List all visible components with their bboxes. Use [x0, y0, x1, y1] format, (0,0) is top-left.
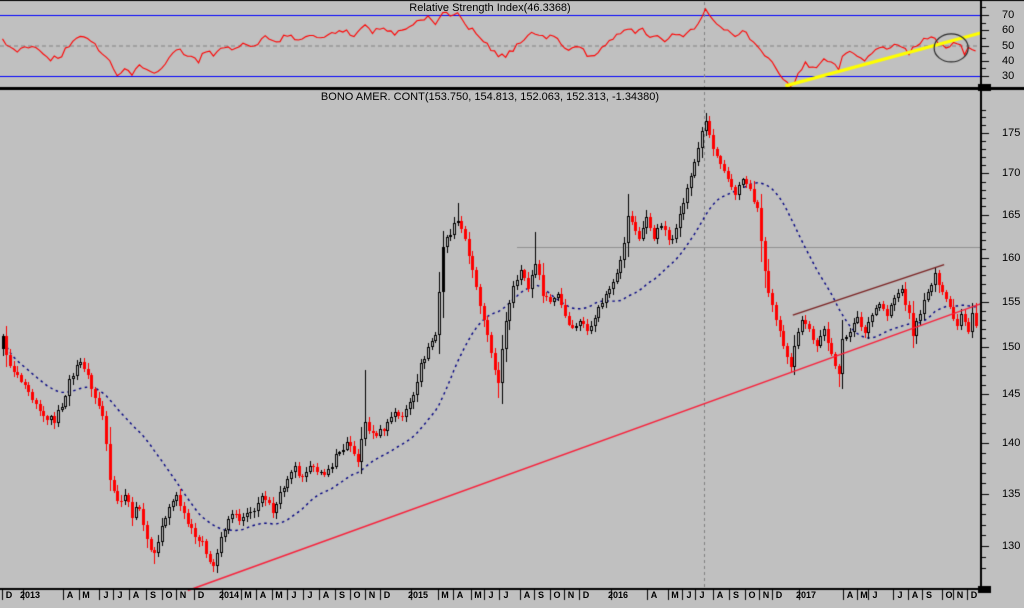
rsi-axis-label: 60 — [1002, 24, 1015, 37]
time-axis-label: J — [117, 590, 123, 600]
time-axis-label: S — [149, 590, 157, 600]
time-axis-label: A — [911, 590, 919, 600]
time-axis-label: D — [582, 590, 590, 600]
time-axis-label: N — [762, 590, 770, 600]
time-axis-label: O — [165, 590, 173, 600]
time-axis-label: D — [775, 590, 783, 600]
time-axis-label: S — [537, 590, 545, 600]
time-axis-label: J — [699, 590, 705, 600]
time-axis-label: 2013 — [19, 590, 41, 600]
price-axis-label: 155 — [1002, 295, 1021, 308]
price-axis-label: 140 — [1002, 437, 1021, 450]
rsi-axis-label: 50 — [1002, 39, 1015, 52]
time-axis-label: S — [925, 590, 933, 600]
time-axis-label: O — [353, 590, 361, 600]
time-axis-label: S — [732, 590, 740, 600]
price-axis-label: 150 — [1002, 341, 1021, 354]
time-axis-label: 2017 — [795, 590, 817, 600]
time-axis-label: A — [322, 590, 330, 600]
time-axis-label: O — [553, 590, 561, 600]
time-axis-label: S — [338, 590, 346, 600]
time-axis-label: J — [872, 590, 878, 600]
time-axis-label: N — [956, 590, 964, 600]
time-axis-label: A — [523, 590, 531, 600]
rsi-axis-label: 40 — [1002, 54, 1015, 67]
time-axis-label: A — [456, 590, 464, 600]
time-axis-label: J — [291, 590, 297, 600]
rsi-axis-label: 70 — [1002, 9, 1015, 21]
time-axis-label: J — [503, 590, 509, 600]
time-axis-label: J — [686, 590, 692, 600]
time-axis-label: M — [441, 590, 449, 600]
time-axis-label: M — [671, 590, 679, 600]
time-axis-label: N — [368, 590, 376, 600]
time-axis-label: N — [567, 590, 575, 600]
time-axis-label: A — [846, 590, 854, 600]
time-axis-label: M — [474, 590, 482, 600]
time-axis-label: A — [650, 590, 658, 600]
price-axis-label: 170 — [1002, 167, 1021, 180]
price-axis-label: 130 — [1002, 539, 1021, 552]
time-axis-label: 2015 — [407, 590, 429, 600]
time-axis-label: J — [897, 590, 903, 600]
price-axis-label: 145 — [1002, 388, 1021, 401]
time-axis-label: M — [275, 590, 283, 600]
time-axis-label: 2016 — [607, 590, 629, 600]
price-axis-label: 175 — [1002, 127, 1021, 140]
time-axis-label: J — [488, 590, 494, 600]
time-axis-label: A — [132, 590, 140, 600]
time-axis-label: A — [66, 590, 74, 600]
rsi-axis-label: 30 — [1002, 70, 1015, 82]
time-axis-label: A — [716, 590, 724, 600]
time-axis-label: N — [179, 590, 187, 600]
time-axis-label: O — [748, 590, 756, 600]
time-axis-label: D — [383, 590, 391, 600]
time-axis-label: M — [82, 590, 90, 600]
time-axis-label: J — [103, 590, 109, 600]
time-axis-label: M — [244, 590, 252, 600]
time-axis-label: D — [970, 590, 978, 600]
time-axis-label: D — [197, 590, 205, 600]
time-axis-label: J — [307, 590, 313, 600]
price-axis-label: 160 — [1002, 251, 1021, 264]
price-axis-label: 135 — [1002, 487, 1021, 500]
time-axis-label: O — [945, 590, 953, 600]
time-axis-label: 2014 — [218, 590, 240, 600]
price-axis-label: 165 — [1002, 208, 1021, 221]
time-axis-label: M — [860, 590, 868, 600]
time-axis-label: A — [259, 590, 267, 600]
time-axis-label: D — [5, 590, 13, 600]
